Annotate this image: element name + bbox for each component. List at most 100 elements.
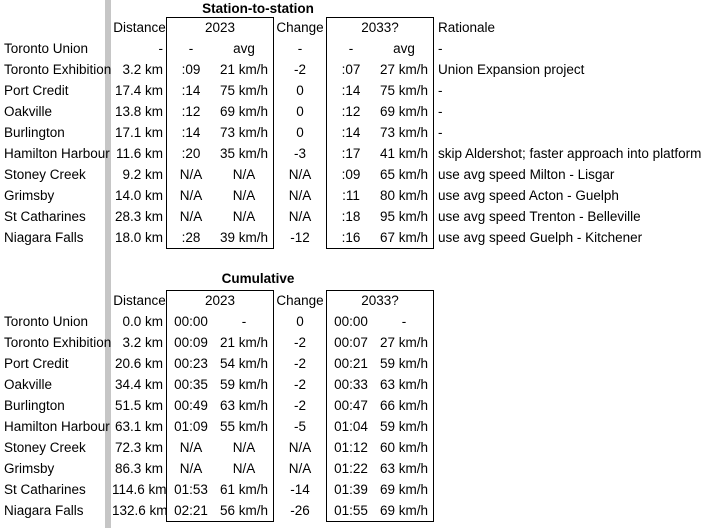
- table-row: Toronto Exhibition 3.2 km:09 21 km/h -2:07 2…: [0, 59, 703, 80]
- table-row: Port Credit 20.6 km 00:23 54 km/h -2 00:21 59 …: [0, 353, 703, 374]
- cell-time-2033: :14: [341, 125, 361, 140]
- cell-speed-2023: 73 km/h: [219, 125, 269, 140]
- cell-speed-2033: 69 km/h: [379, 503, 429, 518]
- cell-rationale: skip Aldershot; faster approach into pla…: [438, 146, 702, 161]
- cell-speed-2033: avg: [393, 41, 415, 56]
- cell-change: 0: [296, 314, 304, 329]
- cell-speed-2023: 54 km/h: [219, 356, 269, 371]
- cell-time-2033: :07: [341, 62, 361, 77]
- table-row: Grimsby 86.3 km N/A N/A N/A 01:22 63 km/h: [0, 458, 703, 479]
- cell-distance: 17.1 km: [114, 125, 163, 140]
- cell-change: 0: [296, 104, 304, 119]
- cell-speed-2033: 80 km/h: [379, 188, 429, 203]
- cell-station: Oakville: [4, 377, 53, 392]
- table-row: Grimsby 14.0 km N/A N/A N/A:11 80 km/h use avg…: [0, 185, 703, 206]
- header-row: Distance 2023 Change 2033?: [0, 290, 703, 311]
- cell-station: Port Credit: [4, 356, 69, 371]
- cell-speed-2033: 69 km/h: [379, 104, 429, 119]
- cell-time-2023: N/A: [179, 167, 203, 182]
- table-row: Stoney Creek 72.3 km N/A N/A N/A 01:12 60 km/h: [0, 437, 703, 458]
- cell-distance: 14.0 km: [114, 188, 163, 203]
- cell-speed-2023: 39 km/h: [219, 230, 269, 245]
- cell-speed-2023: 59 km/h: [219, 377, 269, 392]
- cell-change: -14: [290, 482, 310, 497]
- cell-speed-2023: N/A: [232, 188, 256, 203]
- cell-change: N/A: [288, 188, 312, 203]
- cell-station: St Catharines: [4, 209, 86, 224]
- cell-station: St Catharines: [4, 482, 86, 497]
- cell-station: Grimsby: [4, 461, 55, 476]
- cell-station: Burlington: [4, 398, 65, 413]
- table-row: Burlington 51.5 km 00:49 63 km/h -2 00:47 66 k…: [0, 395, 703, 416]
- cell-speed-2033: -: [401, 314, 407, 329]
- table-row: Toronto Exhibition 3.2 km 00:09 21 km/h -2 00…: [0, 332, 703, 353]
- cell-speed-2023: N/A: [232, 209, 256, 224]
- cell-distance: 28.3 km: [114, 209, 163, 224]
- cell-speed-2033: 27 km/h: [379, 62, 429, 77]
- cell-speed-2033: 73 km/h: [379, 125, 429, 140]
- table-row: Hamilton Harbour 63.1 km 01:09 55 km/h -5 01:…: [0, 416, 703, 437]
- cell-distance: 18.0 km: [114, 230, 163, 245]
- cell-change: -12: [290, 230, 310, 245]
- cell-time-2033: 01:39: [334, 482, 368, 497]
- cell-rationale: -: [438, 41, 443, 56]
- cell-time-2023: N/A: [179, 209, 203, 224]
- cell-station: Toronto Union: [4, 314, 89, 329]
- table-row: Oakville 13.8 km:12 69 km/h 0:12 69 km/h -: [0, 101, 703, 122]
- cell-speed-2033: 95 km/h: [379, 209, 429, 224]
- cell-station: Oakville: [4, 104, 53, 119]
- cell-time-2023: 00:09: [174, 335, 208, 350]
- table-row: Toronto Union - - avg - - avg -: [0, 38, 703, 59]
- cell-rationale: -: [438, 125, 443, 140]
- cell-change: -5: [293, 419, 306, 434]
- cell-change: -2: [293, 356, 306, 371]
- cell-time-2023: 00:23: [174, 356, 208, 371]
- cell-time-2023: :14: [181, 125, 201, 140]
- cell-distance: 132.6 km: [112, 503, 168, 518]
- cell-distance: 13.8 km: [114, 104, 163, 119]
- cell-time-2033: :12: [341, 104, 361, 119]
- cell-speed-2023: avg: [233, 41, 255, 56]
- cell-speed-2023: N/A: [232, 461, 256, 476]
- header-2023: 2023: [204, 293, 236, 308]
- cell-speed-2023: 69 km/h: [219, 104, 269, 119]
- header-change: Change: [276, 20, 324, 35]
- table-row: Niagara Falls 18.0 km:28 39 km/h -12:16 67 k…: [0, 227, 703, 248]
- cell-time-2033: 01:55: [334, 503, 368, 518]
- cell-time-2023: 01:09: [174, 419, 208, 434]
- cell-change: -3: [293, 146, 306, 161]
- cell-speed-2033: 60 km/h: [379, 440, 429, 455]
- cell-speed-2023: 56 km/h: [219, 503, 269, 518]
- cell-station: Hamilton Harbour: [4, 146, 110, 161]
- cell-time-2023: N/A: [179, 440, 203, 455]
- table-row: St Catharines 114.6 km 01:53 61 km/h -14 01:3…: [0, 479, 703, 500]
- cell-distance: 0.0 km: [122, 314, 163, 329]
- table-row: Hamilton Harbour 11.6 km:20 35 km/h -3:17 41…: [0, 143, 703, 164]
- cell-speed-2023: -: [241, 314, 247, 329]
- cell-time-2033: 00:00: [334, 314, 368, 329]
- cell-speed-2033: 59 km/h: [379, 356, 429, 371]
- cell-speed-2023: 61 km/h: [219, 482, 269, 497]
- cell-rationale: use avg speed Trenton - Belleville: [438, 209, 641, 224]
- cell-speed-2023: 55 km/h: [219, 419, 269, 434]
- cell-time-2033: :16: [341, 230, 361, 245]
- cell-rationale: use avg speed Acton - Guelph: [438, 188, 619, 203]
- cell-speed-2023: 21 km/h: [219, 62, 269, 77]
- cell-distance: 63.1 km: [114, 419, 163, 434]
- cell-time-2023: 00:49: [174, 398, 208, 413]
- table-row: St Catharines 28.3 km N/A N/A N/A:18 95 km/h u…: [0, 206, 703, 227]
- cell-speed-2033: 69 km/h: [379, 482, 429, 497]
- table-row: Port Credit 17.4 km:14 75 km/h 0:14 75 km/h -: [0, 80, 703, 101]
- cell-time-2033: -: [348, 41, 354, 56]
- cell-distance: 51.5 km: [114, 398, 163, 413]
- section-title-station-to-station: Station-to-station: [202, 1, 314, 16]
- cell-time-2023: :14: [181, 83, 201, 98]
- cell-speed-2033: 41 km/h: [379, 146, 429, 161]
- cell-time-2023: 02:21: [174, 503, 208, 518]
- header-distance: Distance: [113, 293, 166, 308]
- cell-change: N/A: [288, 461, 312, 476]
- cell-speed-2023: 35 km/h: [219, 146, 269, 161]
- cell-distance: 86.3 km: [114, 461, 163, 476]
- header-rationale: Rationale: [438, 20, 496, 35]
- header-station: [0, 17, 112, 38]
